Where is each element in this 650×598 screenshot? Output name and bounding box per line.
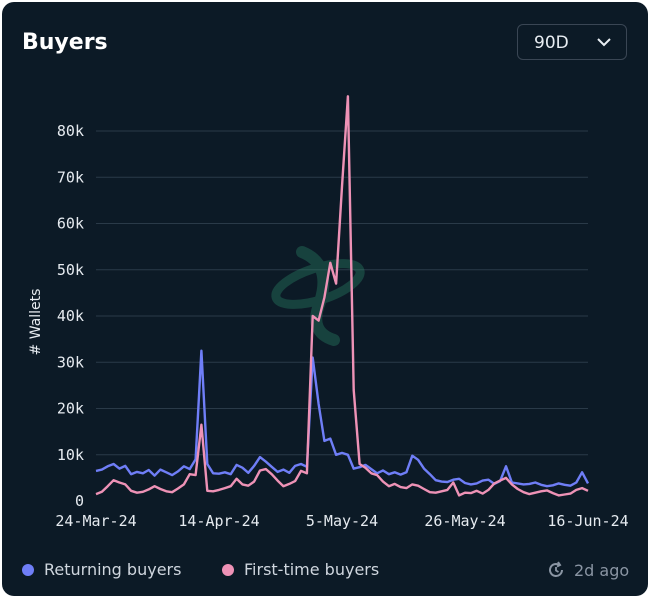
y-axis-label: # Wallets [28,289,44,356]
first-time-buyers-line [95,95,589,497]
x-axis-ticks: 24-Mar-24 14-Apr-24 5-May-24 26-May-24 16-Ju… [55,512,628,530]
legend-first-time[interactable]: First-time buyers [222,560,379,579]
legend-returning-label: Returning buyers [44,560,182,579]
returning-legend-dot [22,563,34,576]
time-range-value: 90D [534,33,569,53]
legend-first-time-label: First-time buyers [244,560,380,579]
returning-buyers-line [95,349,590,488]
x-tick-label: 24-Mar-24 [55,512,136,530]
refresh-clock-icon [549,561,563,577]
y-tick-label: 0 [75,492,84,510]
y-tick-label: 20k [57,400,84,418]
card-title: Buyers [22,30,108,55]
series-lines [95,95,590,497]
x-tick-label: 26-May-24 [424,512,505,530]
y-tick-label: 40k [57,307,84,325]
updated-text: 2d ago [574,560,630,580]
chevron-down-icon [597,38,611,47]
first-time-legend-dot [222,563,234,576]
y-tick-label: 50k [57,261,84,279]
x-tick-label: 16-Jun-24 [547,512,628,530]
y-tick-label: 30k [57,353,84,371]
y-axis-ticks: 0 10k 20k 30k 40k 50k 60k 70k 80k [57,122,84,510]
y-tick-label: 80k [57,122,84,140]
legend-returning[interactable]: Returning buyers [22,560,181,579]
x-tick-label: 14-Apr-24 [178,512,259,530]
y-tick-label: 10k [57,446,84,464]
time-range-dropdown[interactable]: 90D [517,24,627,60]
y-tick-label: 60k [57,215,84,233]
last-updated: 2d ago [546,560,629,580]
y-tick-label: 70k [57,168,84,186]
x-tick-label: 5-May-24 [306,512,378,530]
